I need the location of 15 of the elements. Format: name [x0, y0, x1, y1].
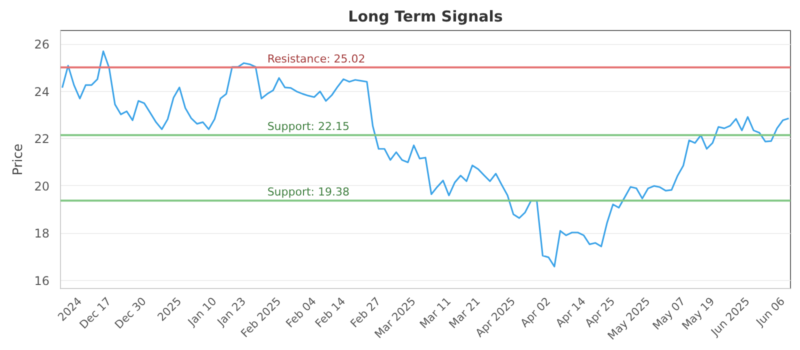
- y-tick-label: 22: [34, 132, 50, 146]
- x-tick-label: Dec 30: [112, 294, 149, 332]
- ref-line-label: Support: 19.38: [267, 186, 350, 199]
- y-axis-title: Price: [11, 144, 26, 176]
- y-tick-label: 26: [34, 38, 50, 52]
- x-tick-label: Jun 06: [753, 294, 788, 330]
- y-tick-label: 24: [34, 84, 50, 99]
- y-tick-label: 20: [34, 179, 50, 194]
- y-tick-label: 16: [34, 274, 50, 288]
- y-tick-label: 18: [34, 226, 50, 241]
- line-series: [61, 50, 790, 268]
- chart-title: Long Term Signals: [348, 8, 503, 26]
- ref-line-label: Resistance: 25.02: [267, 52, 366, 66]
- x-tick-label: Apr 02: [518, 294, 554, 330]
- ref-line-label: Support: 22.15: [267, 120, 350, 134]
